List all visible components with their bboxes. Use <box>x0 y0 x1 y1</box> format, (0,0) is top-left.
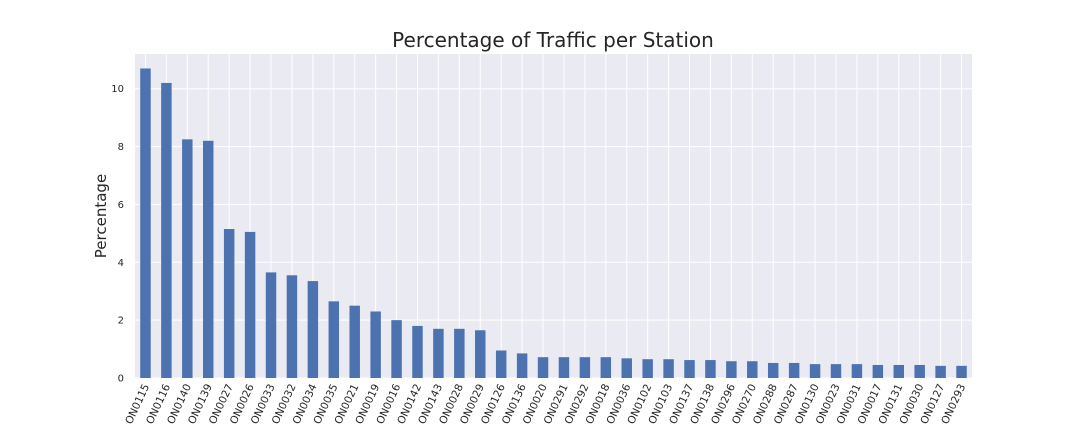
bar-on0020 <box>537 357 549 378</box>
bar-on0017 <box>872 364 884 378</box>
y-axis-label: Percentage <box>92 174 110 258</box>
bar-on0026 <box>244 231 256 378</box>
bar-on0291 <box>558 357 570 378</box>
bar-on0270 <box>747 361 758 378</box>
bar-on0032 <box>286 275 298 378</box>
x-tick-labels: ON0115ON0116ON0140ON0139ON0027ON0026ON00… <box>123 382 968 426</box>
bar-on0034 <box>307 281 319 378</box>
chart-title: Percentage of Traffic per Station <box>392 28 714 52</box>
y-tick-label: 8 <box>118 142 124 153</box>
y-tick-label: 0 <box>118 374 124 385</box>
bar-on0136 <box>516 353 528 378</box>
bar-on0019 <box>370 311 381 378</box>
y-tick-label: 2 <box>118 316 124 327</box>
bar-on0140 <box>182 139 193 378</box>
bar-on0126 <box>495 350 507 378</box>
bar-on0033 <box>265 272 277 378</box>
y-tick-label: 10 <box>111 84 124 95</box>
bar-on0130 <box>809 364 821 378</box>
bar-on0139 <box>203 140 214 378</box>
bar-on0021 <box>349 305 360 378</box>
y-tick-labels: 0 2 4 6 8 10 <box>111 84 124 384</box>
bar-on0018 <box>600 357 612 378</box>
bar-on0027 <box>223 229 235 378</box>
bars <box>140 68 967 378</box>
bar-on0143 <box>433 328 444 378</box>
bar-on0292 <box>579 357 591 378</box>
y-tick-label: 6 <box>118 200 124 211</box>
bar-on0296 <box>726 361 737 378</box>
bar-on0138 <box>705 360 716 378</box>
bar-on0016 <box>391 320 402 378</box>
bar-on0287 <box>788 362 800 378</box>
bar-on0131 <box>893 364 904 378</box>
bar-on0023 <box>830 364 842 378</box>
bar-on0103 <box>663 359 674 378</box>
bar-on0288 <box>767 362 779 378</box>
y-tick-label: 4 <box>118 258 124 269</box>
bar-on0293 <box>956 365 967 378</box>
bar-on0116 <box>161 82 172 378</box>
bar-on0142 <box>412 325 423 378</box>
bar-on0030 <box>914 364 925 378</box>
bar-on0029 <box>475 330 486 378</box>
bar-on0031 <box>851 364 863 378</box>
bar-on0127 <box>935 365 946 378</box>
plot-area <box>135 54 972 378</box>
bar-on0035 <box>328 301 340 378</box>
bar-on0028 <box>454 328 465 378</box>
bar-on0036 <box>621 358 632 378</box>
bar-on0102 <box>642 359 653 378</box>
bar-on0137 <box>684 360 695 378</box>
bar-on0115 <box>140 68 151 378</box>
